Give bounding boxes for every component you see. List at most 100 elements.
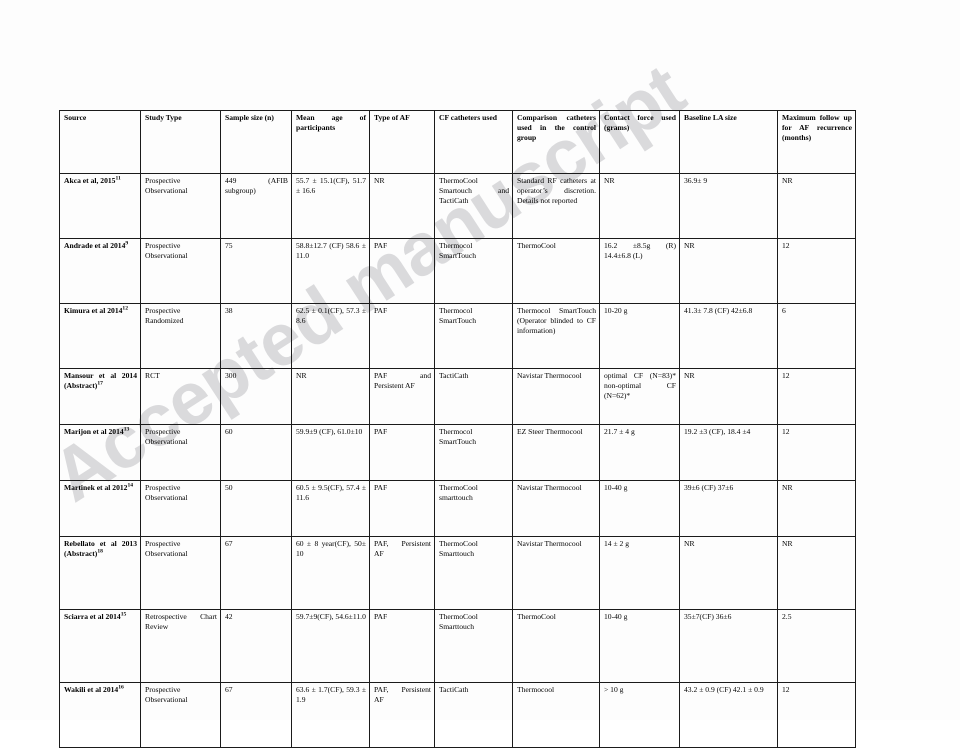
cell-cf-catheters: TactiCath bbox=[434, 368, 513, 425]
cell-cf-catheters: Thermocol SmartTouch bbox=[434, 424, 513, 481]
cell-study-type: Retrospective Chart Review bbox=[140, 609, 221, 683]
cell-study-type: RCT bbox=[140, 368, 221, 425]
column-header-mean-age: Mean age of participants bbox=[291, 110, 370, 174]
column-header-source: Source bbox=[59, 110, 141, 174]
cell-mean-age: 59.9±9 (CF), 61.0±10 bbox=[291, 424, 370, 481]
cell-study-type: Prospective Observational bbox=[140, 682, 221, 748]
source-reference: 17 bbox=[97, 380, 103, 387]
cell-cf-catheters: ThermoCool Smarttouch bbox=[434, 536, 513, 610]
cell-contact-force: 14 ± 2 g bbox=[599, 536, 680, 610]
cell-comparison-catheters: Navistar Thermocool bbox=[512, 536, 600, 610]
cell-type-of-af: PAF, Persistent AF bbox=[369, 682, 435, 748]
document-page: Accepted manuscript Source Study Type Sa… bbox=[37, 48, 856, 748]
cell-type-of-af: PAF bbox=[369, 424, 435, 481]
cell-mean-age: 60.5 ± 9.5(CF), 57.4 ± 11.6 bbox=[291, 480, 370, 537]
table-container: Source Study Type Sample size (n) Mean a… bbox=[59, 110, 856, 748]
cell-study-type: Prospective Observational bbox=[140, 238, 221, 304]
cell-max-followup: NR bbox=[777, 480, 856, 537]
source-name: Sciarra et al 2014 bbox=[64, 612, 121, 621]
cell-source: Marijon et al 201413 bbox=[59, 424, 141, 481]
cell-baseline-la-size: 39±6 (CF) 37±6 bbox=[679, 480, 778, 537]
cell-type-of-af: PAF bbox=[369, 303, 435, 369]
cell-source: Rebellato et al 2013 (Abstract)18 bbox=[59, 536, 141, 610]
cell-contact-force: optimal CF (N=83)* non-optimal CF (N=62)… bbox=[599, 368, 680, 425]
source-reference: 16 bbox=[118, 684, 124, 691]
column-header-max-followup: Maximum follow up for AF recurrence (mon… bbox=[777, 110, 856, 174]
cell-study-type: Prospective Observational bbox=[140, 424, 221, 481]
cell-baseline-la-size: NR bbox=[679, 368, 778, 425]
cell-cf-catheters: TactiCath bbox=[434, 682, 513, 748]
cell-contact-force: > 10 g bbox=[599, 682, 680, 748]
cell-type-of-af: NR bbox=[369, 173, 435, 239]
cell-contact-force: 10-40 g bbox=[599, 480, 680, 537]
cell-comparison-catheters: EZ Steer Thermocool bbox=[512, 424, 600, 481]
cell-type-of-af: PAF bbox=[369, 609, 435, 683]
cell-baseline-la-size: 19.2 ±3 (CF), 18.4 ±4 bbox=[679, 424, 778, 481]
source-reference: 12 bbox=[122, 305, 129, 312]
cell-max-followup: 12 bbox=[777, 238, 856, 304]
cell-source: Mansour et al 2014 (Abstract)17 bbox=[59, 368, 141, 425]
table-row: Akca et al, 201511 Prospective Observati… bbox=[59, 173, 856, 239]
cell-study-type: Prospective Observational bbox=[140, 536, 221, 610]
cell-sample-size: 50 bbox=[220, 480, 292, 537]
cell-mean-age: 63.6 ± 1.7(CF), 59.3 ± 1.9 bbox=[291, 682, 370, 748]
table-header: Source Study Type Sample size (n) Mean a… bbox=[59, 110, 856, 174]
table-row: Kimura et al 201412 Prospective Randomiz… bbox=[59, 303, 856, 369]
source-name: Rebellato et al 2013 (Abstract) bbox=[64, 539, 137, 558]
cell-baseline-la-size: 43.2 ± 0.9 (CF) 42.1 ± 0.9 bbox=[679, 682, 778, 748]
cell-cf-catheters: ThermoCool Smartouch and TactiCath bbox=[434, 173, 513, 239]
cell-cf-catheters: ThermoCool Smarttouch bbox=[434, 609, 513, 683]
cell-max-followup: 12 bbox=[777, 368, 856, 425]
cell-baseline-la-size: 41.3± 7.8 (CF) 42±6.8 bbox=[679, 303, 778, 369]
cell-source: Wakili et al 201416 bbox=[59, 682, 141, 748]
cell-mean-age: 58.8±12.7 (CF) 58.6 ± 11.0 bbox=[291, 238, 370, 304]
cell-sample-size: 67 bbox=[220, 536, 292, 610]
table-row: Marijon et al 201413 Prospective Observa… bbox=[59, 424, 856, 481]
cell-type-of-af: PAF, Persistent AF bbox=[369, 536, 435, 610]
column-header-baseline-la-size: Baseline LA size bbox=[679, 110, 778, 174]
cell-sample-size: 38 bbox=[220, 303, 292, 369]
cell-baseline-la-size: 36.9± 9 bbox=[679, 173, 778, 239]
cell-comparison-catheters: ThermoCool bbox=[512, 609, 600, 683]
column-header-cf-catheters-used: CF catheters used bbox=[434, 110, 513, 174]
source-name: Marijon et al 2014 bbox=[64, 427, 124, 436]
cell-mean-age: 62.5 ± 0.1(CF), 57.3 ± 8.6 bbox=[291, 303, 370, 369]
cell-max-followup: 12 bbox=[777, 682, 856, 748]
source-reference: 9 bbox=[125, 240, 129, 247]
cell-type-of-af: PAF and Persistent AF bbox=[369, 368, 435, 425]
cell-mean-age: NR bbox=[291, 368, 370, 425]
cell-baseline-la-size: NR bbox=[679, 536, 778, 610]
cell-comparison-catheters: Thermocool bbox=[512, 682, 600, 748]
table-row: Andrade et al 20149 Prospective Observat… bbox=[59, 238, 856, 304]
source-reference: 18 bbox=[97, 548, 103, 555]
source-reference: 11 bbox=[115, 175, 121, 182]
cell-contact-force: 10-40 g bbox=[599, 609, 680, 683]
cell-sample-size: 300 bbox=[220, 368, 292, 425]
table-row: Mansour et al 2014 (Abstract)17 RCT 300 … bbox=[59, 368, 856, 425]
column-header-comparison-catheters: Comparison catheters used in the control… bbox=[512, 110, 600, 174]
source-name: Andrade et al 2014 bbox=[64, 241, 126, 250]
table-row: Wakili et al 201416 Prospective Observat… bbox=[59, 682, 856, 748]
cell-baseline-la-size: 35±7(CF) 36±6 bbox=[679, 609, 778, 683]
cell-contact-force: NR bbox=[599, 173, 680, 239]
column-header-sample-size: Sample size (n) bbox=[220, 110, 292, 174]
cell-comparison-catheters: Thermocol SmartTouch (Operator blinded t… bbox=[512, 303, 600, 369]
source-reference: 13 bbox=[123, 426, 130, 433]
table-row: Martinek et al 201214 Prospective Observ… bbox=[59, 480, 856, 537]
cell-comparison-catheters: Standard RF catheters at operator’s disc… bbox=[512, 173, 600, 239]
cell-source: Kimura et al 201412 bbox=[59, 303, 141, 369]
cell-max-followup: 2.5 bbox=[777, 609, 856, 683]
cell-source: Akca et al, 201511 bbox=[59, 173, 141, 239]
cell-cf-catheters: Thermocol SmartTouch bbox=[434, 303, 513, 369]
table-header-row: Source Study Type Sample size (n) Mean a… bbox=[59, 110, 856, 174]
source-name: Wakili et al 2014 bbox=[64, 685, 119, 694]
cell-type-of-af: PAF bbox=[369, 480, 435, 537]
cell-comparison-catheters: ThermoCool bbox=[512, 238, 600, 304]
cell-contact-force: 21.7 ± 4 g bbox=[599, 424, 680, 481]
cf-catheter-studies-table: Source Study Type Sample size (n) Mean a… bbox=[59, 110, 856, 748]
table-body: Akca et al, 201511 Prospective Observati… bbox=[59, 173, 856, 748]
cell-source: Andrade et al 20149 bbox=[59, 238, 141, 304]
cell-sample-size: 60 bbox=[220, 424, 292, 481]
cell-max-followup: 12 bbox=[777, 424, 856, 481]
cell-contact-force: 10-20 g bbox=[599, 303, 680, 369]
